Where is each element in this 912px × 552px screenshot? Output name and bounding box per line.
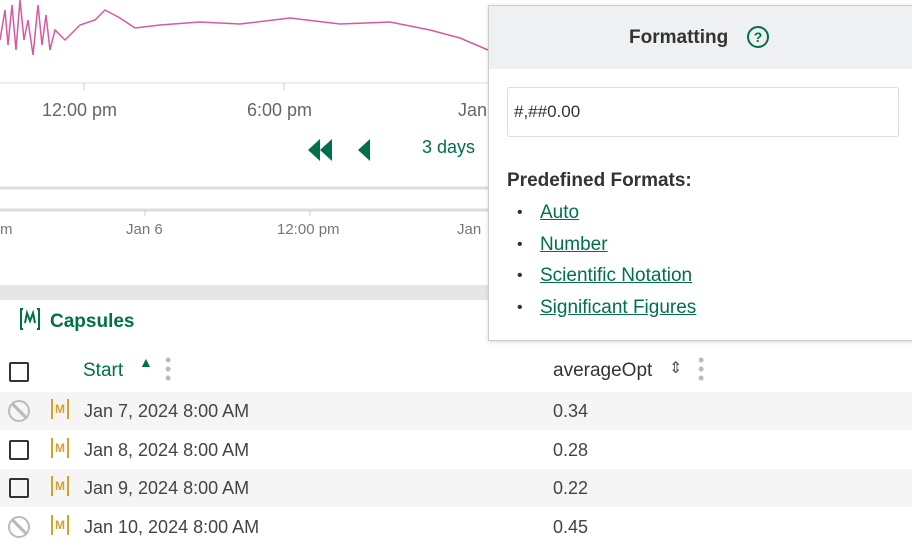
column-header[interactable]: Start xyxy=(83,360,124,381)
range-label[interactable]: 3 days xyxy=(422,137,476,157)
section-title: Predefined Formats: xyxy=(507,170,692,191)
value-cell: 0.45 xyxy=(553,516,589,537)
checkbox[interactable] xyxy=(9,362,29,382)
formatting-popover: Formatting ? #,##0.00 Predefined Formats… xyxy=(488,5,912,341)
column-header[interactable]: averageOpt xyxy=(553,360,653,381)
axis-label: m xyxy=(0,221,13,238)
sort-icon[interactable]: ▲ xyxy=(139,354,153,370)
back-button[interactable] xyxy=(358,139,370,161)
format-link[interactable]: Number xyxy=(540,233,608,255)
format-input-value: #,##0.00 xyxy=(514,102,581,121)
bullet: • xyxy=(517,267,523,284)
table-row[interactable]: M Jan 10, 2024 8:00 AM 0.45 xyxy=(0,507,912,546)
signal-trace xyxy=(0,0,489,56)
capsule-icon: M xyxy=(51,514,69,535)
panel-title: Capsules xyxy=(50,311,135,332)
help-icon[interactable]: ? xyxy=(747,26,769,48)
start-cell: Jan 7, 2024 8:00 AM xyxy=(84,401,250,421)
checkbox[interactable] xyxy=(9,478,29,498)
bullet: • xyxy=(517,235,523,253)
axis-label: 6:00 pm xyxy=(247,100,313,120)
bullet: • xyxy=(517,204,523,221)
table-row[interactable]: M Jan 8, 2024 8:00 AM 0.28 xyxy=(0,430,912,469)
table-row[interactable]: M Jan 7, 2024 8:00 AM 0.34 xyxy=(0,392,912,430)
capsule-icon: M xyxy=(51,476,69,496)
checkbox[interactable] xyxy=(9,439,29,460)
rewind-button[interactable] xyxy=(308,139,332,161)
column-handle[interactable]: • • • xyxy=(165,350,172,388)
format-input[interactable]: #,##0.00 xyxy=(507,87,899,137)
axis-label: Jan 6 xyxy=(126,221,163,238)
axis-label: Jan xyxy=(457,221,482,238)
format-link[interactable]: Significant Figures xyxy=(540,296,697,318)
header-row: Start ▲ • • • averageOpt ⇕ • • • xyxy=(0,350,912,392)
sort-icon[interactable]: ⇕ xyxy=(669,360,683,377)
axis-label: 12:00 pm xyxy=(277,221,340,238)
value-cell: 0.34 xyxy=(553,401,589,421)
popover-title: Formatting xyxy=(629,27,729,48)
capsule-icon: M xyxy=(51,437,69,458)
popover-header xyxy=(489,6,912,69)
capsule-icon xyxy=(20,308,40,330)
capsule-icon: M xyxy=(51,399,69,419)
format-link[interactable]: Auto xyxy=(540,202,580,223)
axis-label: Jan xyxy=(458,100,488,120)
start-cell: Jan 8, 2024 8:00 AM xyxy=(84,439,250,460)
table-row[interactable]: M Jan 9, 2024 8:00 AM 0.22 xyxy=(0,469,912,507)
disabled-icon xyxy=(8,515,30,538)
start-cell: Jan 9, 2024 8:00 AM xyxy=(84,478,250,498)
value-cell: 0.22 xyxy=(553,478,589,498)
disabled-icon xyxy=(8,400,30,422)
value-cell: 0.28 xyxy=(553,439,589,460)
bullet: • xyxy=(517,298,523,316)
column-handle[interactable]: • • • xyxy=(698,350,705,388)
format-link[interactable]: Scientific Notation xyxy=(540,265,693,286)
axis-label: 12:00 pm xyxy=(42,100,118,120)
start-cell: Jan 10, 2024 8:00 AM xyxy=(84,516,260,537)
